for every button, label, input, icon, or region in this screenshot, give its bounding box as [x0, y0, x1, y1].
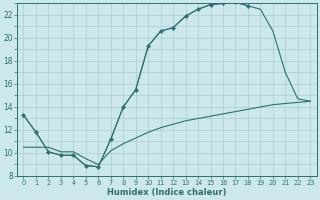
X-axis label: Humidex (Indice chaleur): Humidex (Indice chaleur) — [107, 188, 227, 197]
